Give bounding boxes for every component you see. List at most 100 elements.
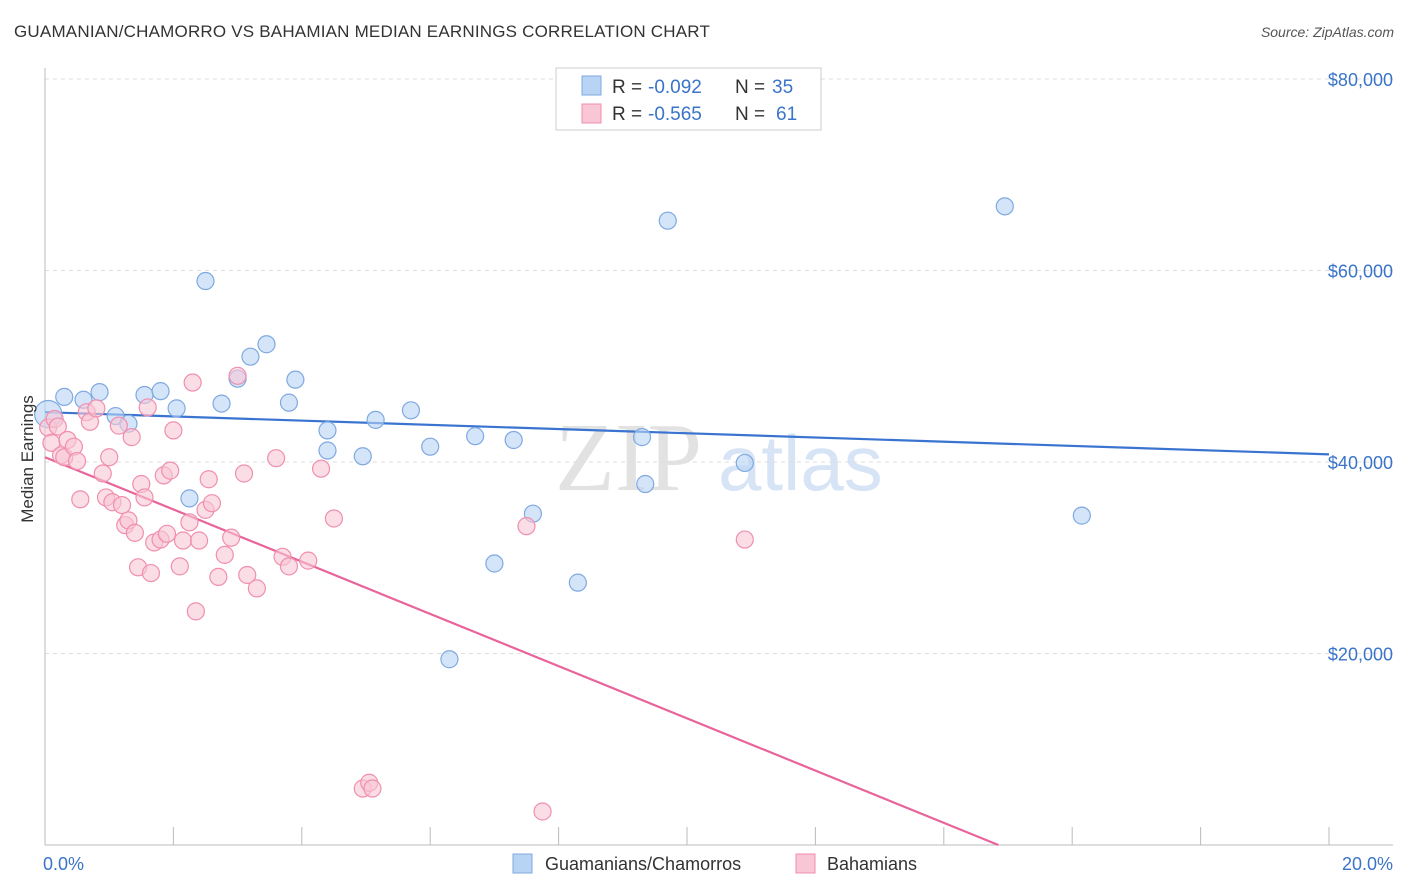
data-point-bahamian (180, 513, 199, 532)
data-point-guamanian (421, 437, 440, 456)
y-axis-label: Median Earnings (18, 395, 37, 523)
data-point-guamanian (318, 421, 337, 440)
legend: R = -0.092 N = 35 R = -0.565 N = 61 (555, 67, 822, 131)
data-point-bahamian (100, 448, 119, 467)
data-point-bahamian (238, 565, 257, 585)
trend-layer (44, 411, 1330, 847)
data-point-guamanian (257, 335, 276, 354)
data-point-bahamian (209, 567, 228, 587)
data-point-bahamian (247, 579, 266, 598)
data-point-bahamian (125, 523, 144, 542)
data-point-bahamian (93, 464, 112, 483)
chart-title: GUAMANIAN/CHAMORRO VS BAHAMIAN MEDIAN EA… (14, 22, 711, 41)
data-point-guamanian (286, 370, 305, 389)
data-point-guamanian (366, 410, 385, 429)
legend-swatch-guamanian (581, 75, 602, 96)
data-point-guamanian (279, 393, 299, 412)
trend-line-bahamian (44, 456, 999, 847)
legend-r-label-1: R = (612, 77, 642, 98)
label-layer: $20,000 $40,000 $60,000 $80,000 0.0% 20.0% (43, 70, 1393, 874)
data-point-bahamian (67, 451, 87, 471)
data-point-bahamian (186, 602, 205, 621)
data-point-guamanian (466, 427, 485, 446)
data-point-guamanian (658, 211, 677, 230)
chart-source: Source: ZipAtlas.com (1260, 24, 1394, 40)
data-point-guamanian (401, 401, 421, 420)
data-point-bahamian (363, 779, 382, 798)
points-layer (34, 197, 1091, 821)
y-tick-label: $20,000 (1328, 645, 1393, 665)
data-point-bahamian (48, 417, 67, 436)
data-point-guamanian (440, 650, 459, 669)
data-point-bahamian (228, 366, 247, 385)
data-point-bahamian (735, 530, 754, 549)
bottom-legend-label-bahamian: Bahamians (827, 854, 917, 874)
data-point-bahamian (222, 528, 241, 547)
bottom-legend-swatch-bahamian (795, 853, 816, 874)
legend-r-value-2: -0.565 (648, 104, 702, 125)
data-point-bahamian (189, 531, 209, 550)
data-point-guamanian (151, 382, 170, 401)
data-point-guamanian (632, 428, 652, 447)
data-point-bahamian (279, 557, 299, 576)
legend-n-label-2: N = (735, 104, 765, 125)
data-point-bahamian (183, 373, 202, 392)
bottom-legend-swatch-guamanian (512, 853, 533, 874)
data-point-bahamian (138, 398, 157, 417)
data-point-guamanian (1072, 506, 1091, 525)
data-point-guamanian (55, 387, 74, 406)
data-point-guamanian (180, 489, 199, 508)
legend-n-label-1: N = (735, 77, 765, 98)
legend-swatch-bahamian (581, 103, 602, 124)
data-point-guamanian (353, 447, 372, 466)
data-point-guamanian (504, 430, 523, 450)
data-point-bahamian (141, 563, 161, 583)
data-point-bahamian (517, 517, 536, 536)
x-tick-label: 20.0% (1342, 854, 1393, 874)
data-point-bahamian (122, 428, 141, 447)
data-point-guamanian (568, 573, 587, 592)
axis-layer (44, 68, 1393, 846)
data-point-bahamian (173, 531, 193, 550)
x-tick-label: 0.0% (43, 854, 84, 874)
data-point-bahamian (199, 470, 218, 489)
data-point-bahamian (87, 399, 106, 418)
data-point-bahamian (533, 802, 552, 821)
y-tick-label: $80,000 (1328, 70, 1393, 90)
data-point-guamanian (167, 399, 186, 418)
data-point-guamanian (90, 383, 109, 402)
data-point-bahamian (311, 459, 331, 478)
data-point-bahamian (135, 488, 154, 507)
data-point-guamanian (241, 347, 260, 366)
data-point-bahamian (215, 545, 234, 564)
data-point-guamanian (212, 394, 231, 413)
data-point-bahamian (71, 490, 90, 509)
data-point-bahamian (170, 557, 189, 576)
y-tick-label: $40,000 (1328, 453, 1393, 473)
y-tick-label: $60,000 (1328, 262, 1393, 282)
data-point-bahamian (161, 461, 180, 480)
trend-line-guamanian (44, 411, 1330, 456)
watermark-zip: ZIP (555, 404, 702, 512)
legend-n-value-1: 35 (772, 77, 793, 98)
data-point-bahamian (267, 449, 286, 468)
data-point-bahamian (157, 524, 177, 543)
data-point-bahamian (112, 495, 132, 515)
bottom-legend: Guamanians/Chamorros Bahamians (512, 853, 917, 874)
data-point-bahamian (234, 464, 254, 483)
data-point-guamanian (735, 453, 754, 473)
data-point-bahamian (164, 421, 183, 440)
legend-r-value-1: -0.092 (648, 77, 702, 98)
data-point-bahamian (299, 551, 318, 570)
data-point-bahamian (202, 494, 222, 513)
data-point-bahamian (324, 509, 343, 528)
legend-n-value-2: 61 (776, 104, 797, 125)
legend-r-label-2: R = (612, 104, 642, 125)
data-point-guamanian (318, 441, 337, 460)
bottom-legend-label-guamanian: Guamanians/Chamorros (545, 854, 741, 874)
data-point-guamanian (636, 474, 655, 494)
data-point-guamanian (485, 554, 504, 573)
data-point-bahamian (109, 416, 128, 435)
